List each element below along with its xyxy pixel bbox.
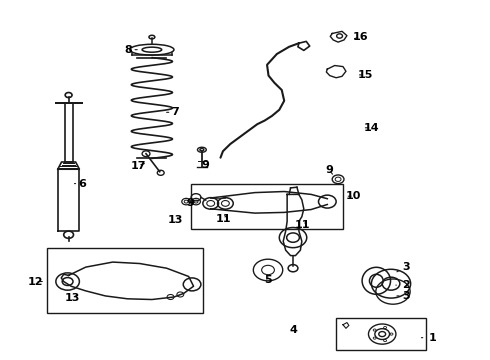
Text: 2: 2 — [396, 280, 410, 290]
Text: 3: 3 — [397, 291, 410, 301]
Text: 1: 1 — [421, 333, 436, 343]
Text: 9: 9 — [201, 160, 209, 170]
Text: 10: 10 — [346, 191, 362, 201]
Text: 7: 7 — [167, 107, 179, 117]
Text: 15: 15 — [357, 70, 373, 80]
Text: 11: 11 — [215, 214, 231, 224]
Text: 6: 6 — [74, 179, 86, 189]
Text: 9: 9 — [186, 198, 194, 208]
Text: 4: 4 — [289, 325, 297, 336]
Bar — [191, 184, 343, 229]
Text: 14: 14 — [364, 123, 379, 133]
Text: 13: 13 — [168, 215, 183, 225]
Text: 5: 5 — [264, 275, 272, 285]
Text: 3: 3 — [397, 262, 410, 272]
Bar — [336, 318, 426, 350]
Text: 13: 13 — [65, 293, 80, 303]
Bar — [47, 248, 203, 313]
Text: 17: 17 — [130, 161, 146, 171]
Text: 9: 9 — [325, 165, 333, 175]
Text: 16: 16 — [352, 32, 368, 42]
Text: 11: 11 — [295, 220, 311, 230]
Text: 8: 8 — [124, 45, 137, 55]
Text: 12: 12 — [27, 276, 43, 287]
